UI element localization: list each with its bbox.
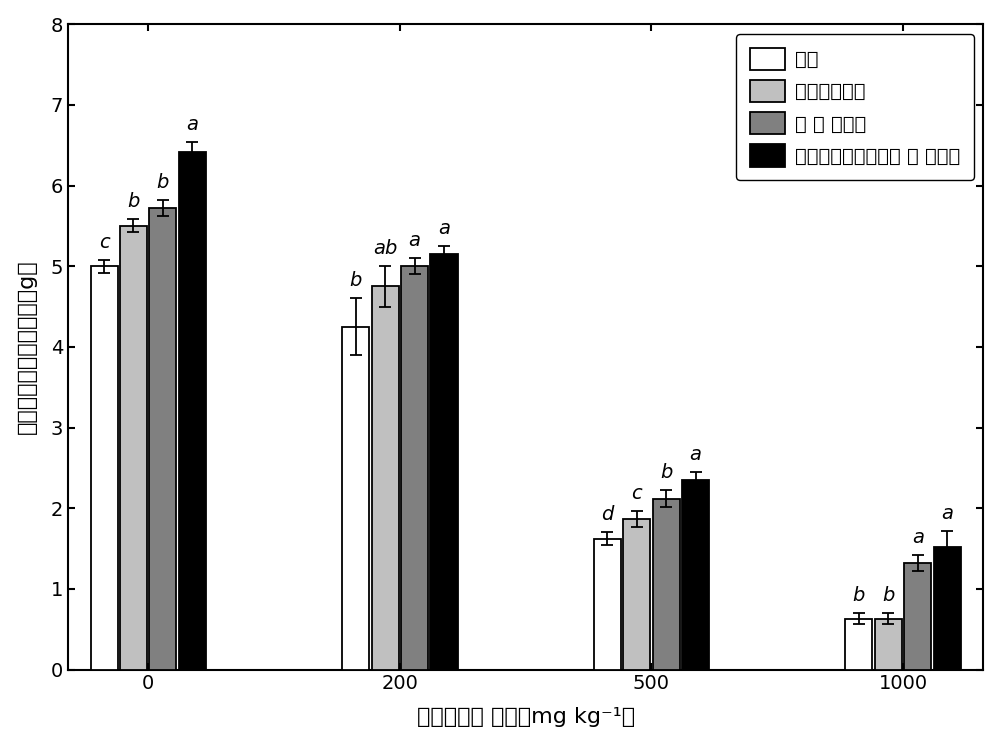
Text: b: b — [157, 173, 169, 192]
Text: a: a — [409, 231, 421, 250]
Text: a: a — [912, 528, 924, 547]
Text: a: a — [186, 115, 198, 134]
Bar — [120, 226, 147, 670]
Bar — [875, 619, 902, 670]
Text: d: d — [601, 505, 613, 525]
Text: a: a — [941, 504, 953, 523]
Text: a: a — [690, 445, 702, 464]
Bar — [934, 547, 961, 670]
Bar — [372, 286, 399, 670]
Bar — [623, 519, 650, 670]
Bar — [401, 266, 428, 670]
Legend: 对照, 二氧化碳升高, 接 种 微生物, 二氧化碳升高同时接 种 微生物: 对照, 二氧化碳升高, 接 种 微生物, 二氧化碳升高同时接 种 微生物 — [736, 34, 974, 180]
Text: b: b — [882, 586, 894, 605]
X-axis label: 土壤添加鐔 水平（mg kg⁻¹）: 土壤添加鐔 水平（mg kg⁻¹） — [417, 708, 635, 728]
Bar — [91, 266, 118, 670]
Text: b: b — [349, 272, 362, 290]
Bar — [845, 619, 872, 670]
Text: a: a — [438, 219, 450, 238]
Text: b: b — [660, 464, 672, 482]
Bar — [179, 152, 206, 670]
Text: b: b — [127, 193, 140, 211]
Bar — [594, 539, 621, 670]
Bar — [342, 327, 369, 670]
Bar — [682, 480, 709, 670]
Bar — [149, 208, 176, 670]
Bar — [430, 254, 458, 670]
Y-axis label: 美洲商陆地上部干物重（g）: 美洲商陆地上部干物重（g） — [17, 260, 37, 434]
Bar — [653, 498, 680, 670]
Text: b: b — [853, 586, 865, 605]
Text: c: c — [99, 233, 109, 251]
Text: c: c — [631, 484, 642, 503]
Bar — [904, 563, 931, 670]
Text: ab: ab — [373, 239, 397, 258]
